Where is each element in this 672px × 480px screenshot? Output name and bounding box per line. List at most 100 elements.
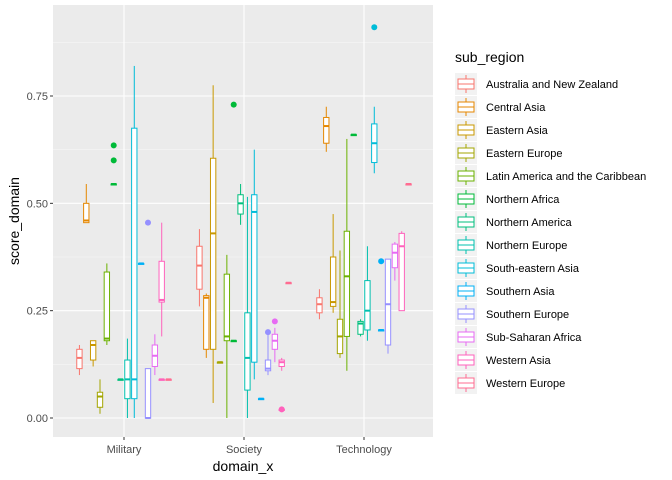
- box-body: [278, 359, 285, 367]
- box: [83, 184, 90, 224]
- box: [144, 219, 152, 419]
- box: [257, 397, 265, 401]
- box: [316, 289, 323, 320]
- legend-item: Southern Europe: [455, 303, 569, 325]
- x-tick-label: Technology: [336, 444, 392, 456]
- box-body: [251, 194, 258, 363]
- y-tick-label: 0.75: [27, 91, 48, 103]
- box: [251, 149, 258, 380]
- outlier-point: [110, 157, 117, 164]
- box-body: [103, 271, 111, 342]
- box: [209, 85, 217, 403]
- box: [110, 142, 117, 186]
- legend-item: Sub-Saharan Africa: [455, 326, 582, 348]
- box-body: [271, 333, 279, 350]
- box: [343, 138, 351, 371]
- box: [350, 133, 357, 137]
- legend-label: Central Asia: [486, 102, 546, 114]
- box-body: [398, 232, 405, 312]
- outlier-point: [278, 406, 285, 413]
- box-body: [83, 202, 90, 224]
- legend-item: Southern Asia: [455, 280, 555, 302]
- box: [391, 241, 399, 281]
- box: [103, 263, 111, 346]
- legend-title: sub_region: [455, 49, 524, 65]
- box: [223, 254, 231, 418]
- legend-label: Eastern Europe: [486, 148, 562, 160]
- box-body: [131, 127, 138, 400]
- grid: [53, 5, 433, 437]
- x-axis-title: domain_x: [213, 458, 274, 474]
- box: [76, 345, 83, 376]
- box: [323, 106, 330, 152]
- x-axis: Military Society Technology: [107, 437, 392, 456]
- outlier-point: [145, 219, 151, 226]
- y-tick-label: 0.25: [27, 306, 48, 318]
- legend-label: South-eastern Asia: [486, 263, 580, 275]
- box: [165, 378, 172, 381]
- box: [137, 262, 145, 265]
- box: [357, 319, 364, 337]
- y-axis: 0.00 0.25 0.50 0.75: [27, 91, 53, 425]
- legend-label: Latin America and the Caribbean: [486, 171, 646, 183]
- box-body: [316, 297, 323, 314]
- legend-label: Western Europe: [486, 378, 565, 390]
- box-body: [144, 368, 152, 419]
- box: [131, 65, 138, 418]
- box: [117, 378, 124, 381]
- legend-item: Latin America and the Caribbean: [455, 165, 646, 187]
- box: [244, 196, 251, 418]
- legend-label: Northern Europe: [486, 240, 567, 252]
- box: [377, 258, 385, 332]
- x-tick-label: Society: [226, 444, 263, 456]
- legend-item: Eastern Asia: [455, 119, 549, 141]
- outlier-point: [271, 318, 278, 325]
- box-body: [323, 116, 330, 144]
- legend-label: Northern America: [486, 217, 572, 229]
- box: [158, 222, 165, 337]
- box: [384, 258, 392, 354]
- legend-item: Northern Africa: [455, 188, 560, 210]
- legend-item: Western Europe: [455, 372, 565, 394]
- box: [398, 231, 405, 312]
- legend-label: Australia and New Zealand: [486, 79, 618, 91]
- legend-label: Northern Africa: [486, 194, 560, 206]
- legend-item: South-eastern Asia: [455, 257, 580, 279]
- legend-item: Northern Europe: [455, 234, 567, 256]
- plot-panel: [53, 5, 433, 437]
- box: [271, 318, 279, 363]
- box: [124, 338, 131, 418]
- legend-item: Central Asia: [455, 96, 546, 118]
- box-body: [343, 230, 351, 337]
- box: [278, 357, 285, 371]
- outlier-point: [230, 101, 237, 108]
- box: [158, 378, 165, 381]
- box-body: [196, 245, 203, 290]
- box-body: [237, 194, 244, 215]
- box-body: [364, 280, 371, 331]
- outlier-point: [371, 24, 378, 31]
- y-axis-title: score_domain: [6, 177, 22, 265]
- box-body: [96, 391, 104, 408]
- box-body: [384, 258, 392, 346]
- box-body: [203, 295, 210, 350]
- legend-item: Northern America: [455, 211, 572, 233]
- box: [329, 214, 337, 313]
- box: [230, 101, 237, 343]
- box: [203, 293, 210, 358]
- outlier-point: [265, 329, 271, 336]
- box-body: [76, 348, 83, 370]
- legend-label: Sub-Saharan Africa: [486, 332, 582, 344]
- box: [89, 340, 97, 367]
- box-body: [391, 243, 399, 269]
- box-body: [223, 273, 231, 342]
- box-body: [158, 260, 165, 303]
- box: [196, 229, 203, 307]
- box: [364, 246, 371, 341]
- boxes: [76, 24, 412, 419]
- box: [336, 250, 344, 358]
- x-tick-label: Military: [107, 444, 142, 456]
- legend-item: Eastern Europe: [455, 142, 562, 164]
- box: [96, 379, 104, 414]
- legend-label: Eastern Asia: [486, 125, 549, 137]
